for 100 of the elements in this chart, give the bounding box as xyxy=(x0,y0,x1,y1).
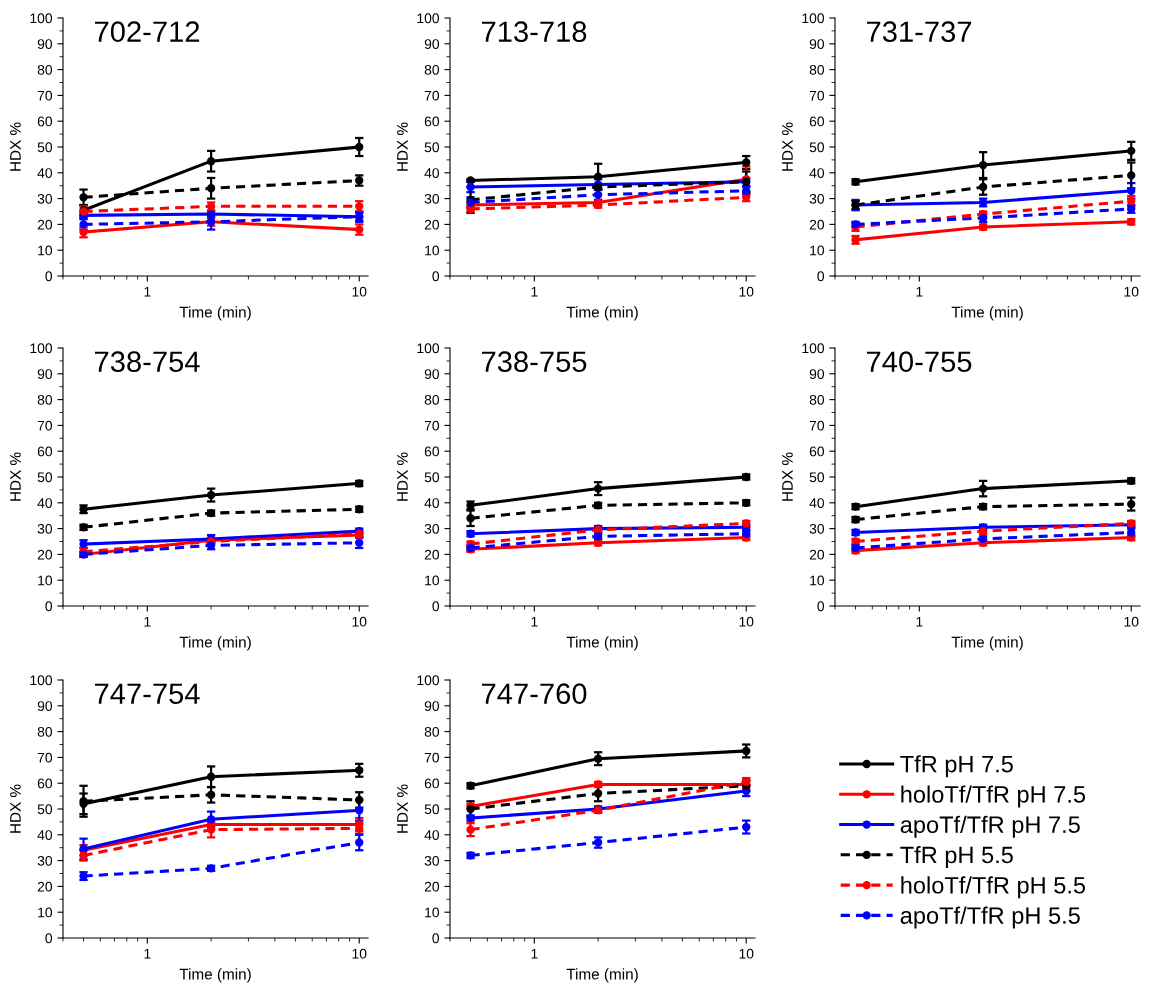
x-axis-title: Time (min) xyxy=(179,306,251,321)
y-tick-label: 30 xyxy=(37,193,53,204)
y-tick-label: 20 xyxy=(424,881,440,892)
y-tick-label: 30 xyxy=(809,523,825,534)
y-axis-title: HDX % xyxy=(10,452,21,501)
y-tick-label: 80 xyxy=(424,394,440,405)
x-tick-label: 10 xyxy=(352,616,367,627)
y-tick-label: 0 xyxy=(45,271,53,282)
y-tick-label: 60 xyxy=(809,446,825,457)
y-axis-title: HDX % xyxy=(397,452,408,501)
y-tick-label: 60 xyxy=(37,446,53,457)
y-tick-label: 50 xyxy=(37,472,53,483)
x-tick-label: 1 xyxy=(531,616,538,627)
x-tick-label: 1 xyxy=(916,616,923,627)
y-tick-label: 80 xyxy=(37,726,53,737)
y-tick-label: 0 xyxy=(817,271,825,282)
y-tick-label: 90 xyxy=(37,701,53,711)
y-tick-label: 50 xyxy=(809,472,825,483)
y-tick-label: 100 xyxy=(417,675,440,686)
y-tick-label: 90 xyxy=(37,369,53,379)
y-tick-label: 100 xyxy=(802,13,825,24)
chart-title: 747-754 xyxy=(94,683,200,704)
x-axis-title: Time (min) xyxy=(951,636,1023,651)
chart-title: 747-760 xyxy=(481,683,587,704)
x-axis-title: Time (min) xyxy=(566,968,638,983)
y-axis-title: HDX % xyxy=(10,784,21,833)
y-tick-label: 0 xyxy=(432,601,440,612)
y-tick-label: 40 xyxy=(37,498,53,508)
y-tick-label: 90 xyxy=(424,39,440,49)
y-tick-label: 20 xyxy=(424,219,440,230)
y-tick-label: 100 xyxy=(417,13,440,24)
y-tick-label: 30 xyxy=(424,193,440,204)
y-tick-label: 40 xyxy=(37,168,53,178)
chart-title: 713-718 xyxy=(481,21,587,42)
y-tick-label: 80 xyxy=(37,394,53,405)
y-tick-label: 20 xyxy=(424,549,440,560)
legend-label: apoTf/TfR pH 7.5 xyxy=(900,815,1080,838)
y-tick-label: 10 xyxy=(38,907,53,918)
y-tick-label: 0 xyxy=(45,601,53,612)
x-axis-title: Time (min) xyxy=(179,636,251,651)
chart-title: 731-737 xyxy=(866,21,972,42)
y-tick-label: 100 xyxy=(30,343,53,354)
y-tick-label: 90 xyxy=(37,39,53,49)
y-tick-label: 40 xyxy=(809,168,825,178)
y-tick-label: 20 xyxy=(37,549,53,560)
y-tick-label: 70 xyxy=(809,420,825,431)
y-tick-label: 50 xyxy=(37,142,53,153)
x-tick-label: 10 xyxy=(352,948,367,959)
y-axis-title: HDX % xyxy=(782,122,793,171)
y-tick-label: 0 xyxy=(432,271,440,282)
x-tick-label: 10 xyxy=(739,286,754,297)
y-tick-label: 0 xyxy=(817,601,825,612)
y-tick-label: 10 xyxy=(38,245,53,256)
y-tick-label: 20 xyxy=(809,219,825,230)
y-tick-label: 10 xyxy=(425,907,440,918)
y-tick-label: 30 xyxy=(37,855,53,866)
y-tick-label: 20 xyxy=(37,219,53,230)
y-axis-title: HDX % xyxy=(397,122,408,171)
x-tick-label: 10 xyxy=(739,616,754,627)
x-tick-label: 1 xyxy=(144,616,151,627)
x-axis-title: Time (min) xyxy=(566,636,638,651)
y-tick-label: 10 xyxy=(425,245,440,256)
y-tick-label: 10 xyxy=(425,575,440,586)
chart-title: 702-712 xyxy=(94,21,200,42)
x-axis-title: Time (min) xyxy=(951,306,1023,321)
y-tick-label: 90 xyxy=(809,39,825,49)
y-tick-label: 80 xyxy=(809,394,825,405)
x-tick-label: 1 xyxy=(916,286,923,297)
x-tick-label: 10 xyxy=(352,286,367,297)
y-tick-label: 70 xyxy=(37,90,53,101)
x-axis-title: Time (min) xyxy=(179,968,251,983)
x-tick-label: 1 xyxy=(144,948,151,959)
y-tick-label: 100 xyxy=(802,343,825,354)
y-tick-label: 80 xyxy=(424,726,440,737)
chart-title: 740-755 xyxy=(866,351,972,372)
y-tick-label: 70 xyxy=(809,90,825,101)
y-tick-label: 60 xyxy=(424,116,440,127)
y-tick-label: 30 xyxy=(37,523,53,534)
y-tick-label: 20 xyxy=(809,549,825,560)
y-axis-title: HDX % xyxy=(782,452,793,501)
y-tick-label: 10 xyxy=(810,245,825,256)
y-tick-label: 50 xyxy=(424,804,440,815)
y-tick-label: 40 xyxy=(809,498,825,508)
y-tick-label: 70 xyxy=(424,90,440,101)
y-tick-label: 70 xyxy=(37,420,53,431)
y-tick-label: 100 xyxy=(417,343,440,354)
y-tick-label: 70 xyxy=(424,420,440,431)
y-tick-label: 40 xyxy=(37,830,53,840)
y-tick-label: 60 xyxy=(809,116,825,127)
y-tick-label: 50 xyxy=(809,142,825,153)
chart-title: 738-754 xyxy=(94,351,200,372)
x-axis-title: Time (min) xyxy=(566,306,638,321)
y-axis-title: HDX % xyxy=(10,122,21,171)
y-tick-label: 60 xyxy=(37,778,53,789)
y-tick-label: 90 xyxy=(424,369,440,379)
y-tick-label: 50 xyxy=(37,804,53,815)
y-axis-title: HDX % xyxy=(397,784,408,833)
y-tick-label: 20 xyxy=(37,881,53,892)
legend-label: TfR pH 7.5 xyxy=(900,755,1013,778)
y-tick-label: 70 xyxy=(37,752,53,763)
